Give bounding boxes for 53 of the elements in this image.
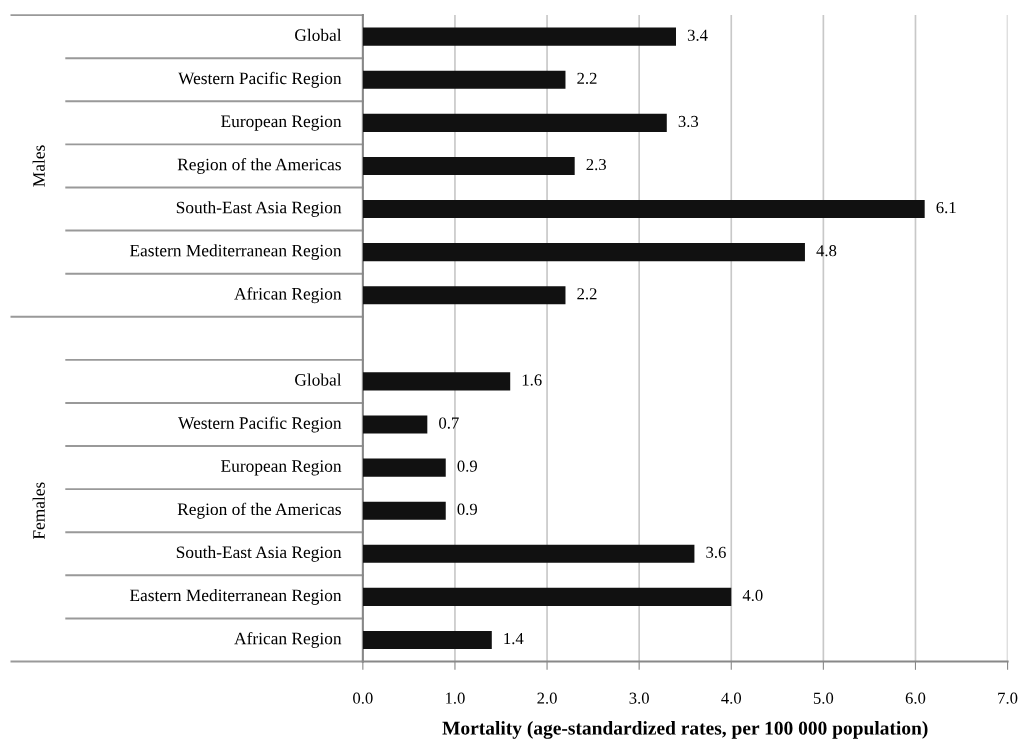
y-tick-label: Eastern Mediterranean Region — [129, 244, 342, 261]
bar — [362, 501, 446, 520]
x-tick-label: 3.0 — [629, 692, 649, 704]
y-tick-label: Region of the Americas — [177, 502, 341, 519]
x-tick-label: 5.0 — [813, 692, 834, 704]
x-tick-label: 7.0 — [998, 692, 1018, 704]
bar — [362, 113, 667, 132]
data-label: 2.2 — [577, 288, 597, 300]
text: Males — [32, 145, 45, 187]
data-label: 3.4 — [687, 29, 708, 41]
data-label: 0.7 — [439, 417, 459, 429]
data-label: 1.4 — [504, 632, 524, 645]
bar — [362, 630, 492, 649]
bar — [362, 243, 805, 262]
bar — [362, 199, 925, 219]
bar — [362, 156, 575, 175]
data-label: 0.9 — [457, 460, 478, 472]
y-tick-label: Region of the Americas — [177, 157, 341, 174]
data-label: 6.1 — [936, 202, 956, 214]
bar — [362, 415, 428, 434]
data-label: 4.0 — [742, 589, 763, 602]
bar — [362, 544, 695, 563]
y-tick-label: Western Pacific Region — [178, 71, 342, 88]
x-tick-label: 1.0 — [446, 692, 465, 704]
bar — [362, 70, 566, 89]
y-tick-label: European Region — [221, 115, 342, 131]
bar — [362, 458, 446, 477]
data-label: 1.6 — [522, 374, 542, 386]
y-tick-label: European Region — [221, 460, 342, 476]
y-tick-label: African Region — [234, 287, 342, 304]
y-tick-label: Western Pacific Region — [178, 416, 342, 433]
bar — [362, 286, 566, 305]
data-label: 3.3 — [678, 115, 699, 128]
y-tick-label: Global — [295, 28, 342, 42]
y-tick-label: Global — [295, 373, 342, 386]
x-tick-label: 4.0 — [721, 692, 742, 704]
y-tick-label: African Region — [234, 631, 342, 648]
x-tick-label: 6.0 — [905, 692, 926, 704]
data-label: 2.3 — [586, 158, 606, 171]
y-tick-label: South-East Asia Region — [176, 545, 342, 562]
x-tick-label: 0.0 — [353, 692, 373, 704]
x-tick-label: 2.0 — [537, 692, 557, 704]
data-label: 2.2 — [577, 72, 597, 84]
bar — [362, 372, 511, 391]
y-tick-label: South-East Asia Region — [176, 201, 342, 217]
text: Females — [32, 482, 45, 540]
data-label: 0.9 — [457, 503, 478, 515]
bar — [362, 27, 676, 46]
bar — [362, 587, 732, 606]
x-axis-title: Mortality (age-standardized rates, per 100 000 population) — [442, 721, 928, 739]
data-label: 3.6 — [706, 546, 726, 559]
y-tick-label: Eastern Mediterranean Region — [129, 588, 342, 605]
data-label: 4.8 — [816, 245, 837, 257]
